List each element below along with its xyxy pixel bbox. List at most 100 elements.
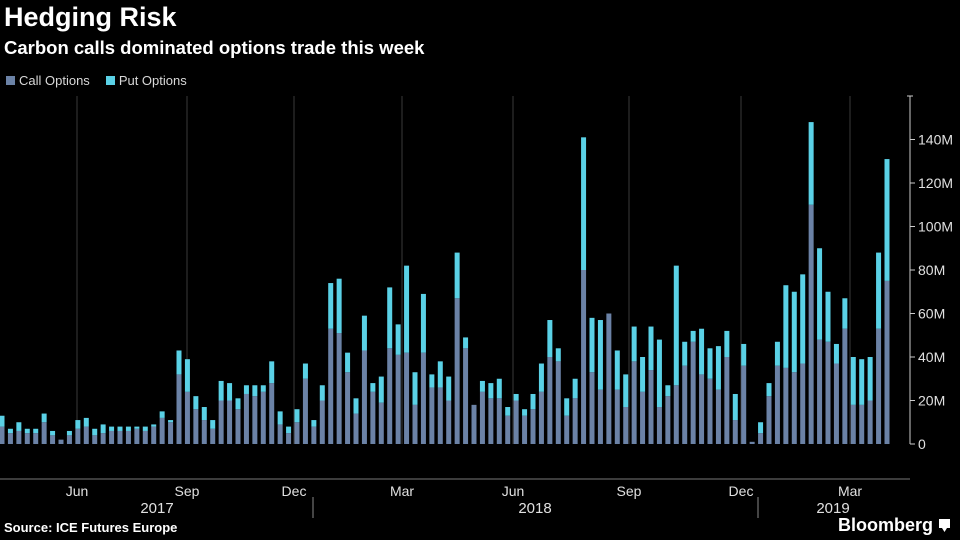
- bar-put-22: [184, 359, 190, 392]
- bar-call-102: [859, 404, 865, 444]
- source-note: Source: ICE Futures Europe: [4, 520, 178, 535]
- bar-put-54: [454, 252, 460, 299]
- year-label-2: 2019: [816, 500, 849, 517]
- bar-call-48: [404, 352, 410, 444]
- bar-put-6: [50, 430, 56, 436]
- bar-call-61: [513, 400, 519, 444]
- bar-call-69: [581, 270, 587, 444]
- bar-put-99: [833, 343, 839, 364]
- bar-call-78: [656, 407, 662, 444]
- bar-call-33: [277, 424, 283, 444]
- bar-put-84: [707, 348, 713, 379]
- bar-put-0: [0, 415, 5, 427]
- bar-call-22: [184, 391, 190, 444]
- legend-label-call: Call Options: [19, 73, 90, 88]
- bar-put-85: [715, 346, 721, 390]
- bar-call-23: [193, 409, 199, 444]
- bar-put-25: [210, 420, 216, 429]
- bar-call-60: [505, 415, 511, 444]
- bar-call-3: [24, 433, 30, 445]
- bar-put-97: [817, 248, 823, 340]
- legend-item-call: Call Options: [6, 73, 90, 88]
- bar-put-75: [631, 326, 637, 362]
- bar-call-80: [673, 385, 679, 444]
- bar-put-42: [353, 398, 359, 414]
- bar-call-31: [260, 391, 266, 444]
- bar-put-1: [7, 428, 13, 434]
- bar-call-32: [269, 383, 275, 444]
- bar-call-68: [572, 398, 578, 444]
- bar-put-14: [117, 426, 123, 431]
- bar-put-67: [564, 398, 570, 416]
- bar-call-5: [41, 422, 47, 444]
- bar-put-38: [319, 385, 325, 401]
- y-tick-label-7: 140M: [918, 132, 953, 148]
- bar-call-38: [319, 400, 325, 444]
- bar-call-41: [345, 372, 351, 444]
- bar-call-82: [690, 341, 696, 444]
- bar-put-24: [201, 407, 207, 421]
- bar-call-15: [125, 430, 131, 444]
- bar-put-93: [783, 285, 789, 368]
- bar-call-44: [370, 391, 376, 444]
- bar-put-92: [774, 341, 780, 366]
- bar-call-20: [168, 422, 174, 444]
- bar-call-12: [100, 433, 106, 445]
- bar-call-71: [597, 389, 603, 445]
- bar-call-1: [7, 433, 13, 445]
- bar-put-80: [673, 265, 679, 386]
- legend-swatch-put: [105, 76, 115, 85]
- bar-call-9: [75, 428, 81, 444]
- bar-put-8: [66, 430, 72, 436]
- legend-label-put: Put Options: [118, 73, 187, 88]
- bar-put-52: [437, 361, 443, 388]
- bar-call-101: [850, 404, 856, 444]
- bar-put-61: [513, 393, 519, 401]
- x-tick-label-6: Dec: [729, 483, 754, 499]
- bar-call-53: [446, 400, 452, 444]
- bar-call-42: [353, 413, 359, 444]
- y-tick-label-5: 100M: [918, 219, 953, 235]
- bar-put-5: [41, 413, 47, 423]
- bar-put-26: [218, 380, 224, 401]
- bloomberg-terminal-icon: [939, 519, 951, 532]
- bar-put-27: [227, 383, 233, 401]
- legend: Call Options Put Options: [6, 73, 187, 88]
- bar-put-31: [260, 385, 266, 392]
- bar-put-88: [741, 343, 747, 366]
- bar-put-21: [176, 350, 182, 375]
- bar-put-30: [252, 385, 258, 397]
- bar-put-95: [800, 274, 806, 364]
- bar-call-46: [387, 348, 393, 444]
- bar-call-84: [707, 378, 713, 444]
- bar-put-71: [597, 320, 603, 390]
- bar-call-26: [218, 400, 224, 444]
- y-tick-label-3: 60M: [918, 306, 945, 322]
- bar-call-58: [488, 398, 494, 444]
- bar-call-91: [766, 396, 772, 444]
- bar-put-98: [825, 291, 831, 342]
- bar-call-40: [336, 333, 342, 444]
- bar-put-59: [496, 378, 502, 399]
- bar-put-39: [328, 283, 334, 329]
- bar-put-79: [665, 385, 671, 397]
- bar-put-18: [151, 424, 157, 427]
- x-tick-label-5: Sep: [617, 483, 642, 499]
- x-tick-label-1: Sep: [175, 483, 200, 499]
- bar-put-16: [134, 426, 140, 429]
- bar-call-57: [479, 391, 485, 444]
- bar-call-72: [606, 313, 612, 444]
- bar-put-66: [555, 348, 561, 362]
- bar-put-78: [656, 339, 662, 408]
- bar-put-34: [286, 426, 292, 434]
- year-label-1: 2018: [518, 500, 551, 517]
- bar-put-51: [429, 374, 435, 388]
- bar-call-19: [159, 417, 165, 444]
- bar-call-70: [589, 372, 595, 444]
- y-tick-label-0: 0: [918, 436, 926, 452]
- bar-call-24: [201, 420, 207, 444]
- bar-call-94: [791, 372, 797, 444]
- bar-call-17: [142, 430, 148, 444]
- bar-put-105: [884, 159, 890, 281]
